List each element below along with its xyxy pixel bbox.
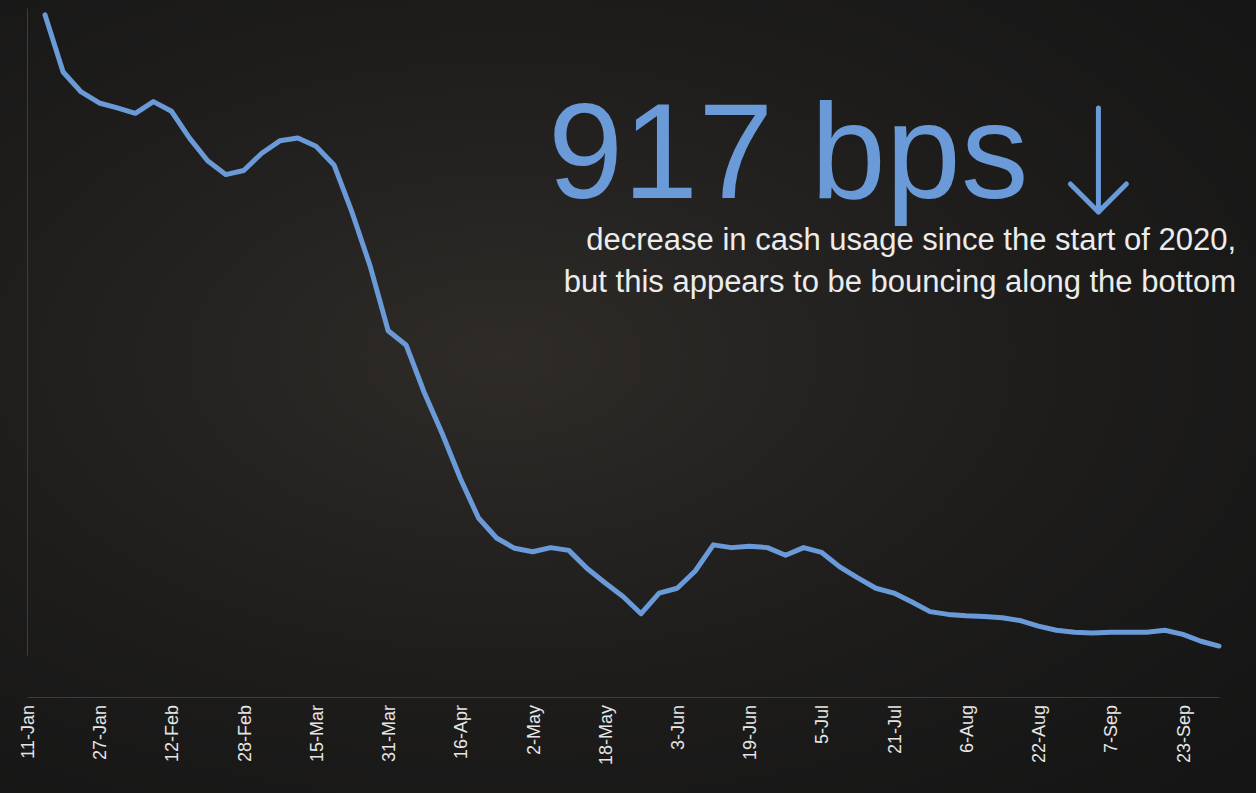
x-tick-label: 7-Sep [1101,705,1121,753]
subtitle-line: but this appears to be bouncing along th… [564,264,1236,299]
down-arrow [1070,108,1126,212]
x-tick-label: 27-Jan [90,705,110,760]
x-tick-label: 31-Mar [379,705,399,762]
x-tick: 22-Aug [1029,697,1049,763]
x-tick: 7-Sep [1101,697,1121,753]
x-tick-label: 23-Sep [1174,705,1194,763]
x-tick: 18-May [596,697,616,765]
x-tick-label: 2-May [523,705,543,755]
x-axis-line [28,697,1220,698]
x-tick: 15-Mar [307,697,327,762]
x-tick-label: 16-Apr [451,705,471,759]
plot-area [45,15,1219,646]
x-tick: 31-Mar [379,697,399,762]
chart: 11-Jan 27-Jan 12-Feb 28-Feb 15-Mar 31-Mar 16-A… [0,0,1256,793]
x-tick: 2-May [523,697,543,755]
x-tick-label: 21-Jul [885,705,905,754]
x-tick: 27-Jan [90,697,110,760]
x-tick: 12-Feb [162,697,182,762]
subtitle: decrease in cash usage since the start o… [564,222,1236,299]
subtitle-line: decrease in cash usage since the start o… [586,222,1236,257]
cash-usage-line [45,15,1219,646]
x-tick: 19-Jun [740,697,760,760]
x-tick: 16-Apr [451,697,471,759]
x-tick: 5-Jul [812,697,832,744]
x-tick-label: 19-Jun [740,705,760,760]
x-tick: 28-Feb [235,697,255,762]
x-tick-label: 11-Jan [18,705,38,759]
x-tick: 3-Jun [668,697,688,750]
x-axis: 11-Jan 27-Jan 12-Feb 28-Feb 15-Mar 31-Mar 16-A… [18,697,1220,765]
x-tick-label: 6-Aug [957,705,977,753]
y-axis-line [27,9,28,656]
x-tick-label: 15-Mar [307,705,327,762]
y-axis [27,9,28,656]
x-tick-label: 12-Feb [162,705,182,762]
x-tick: 6-Aug [957,697,977,753]
x-tick: 11-Jan [18,697,38,759]
x-tick-label: 22-Aug [1029,705,1049,763]
x-tick-label: 28-Feb [235,705,255,762]
x-tick-label: 18-May [596,705,616,765]
headline: 917 bps [548,76,1028,227]
x-tick: 21-Jul [885,697,905,754]
x-tick-label: 5-Jul [812,705,832,744]
x-tick: 23-Sep [1174,697,1194,763]
x-tick-label: 3-Jun [668,705,688,750]
